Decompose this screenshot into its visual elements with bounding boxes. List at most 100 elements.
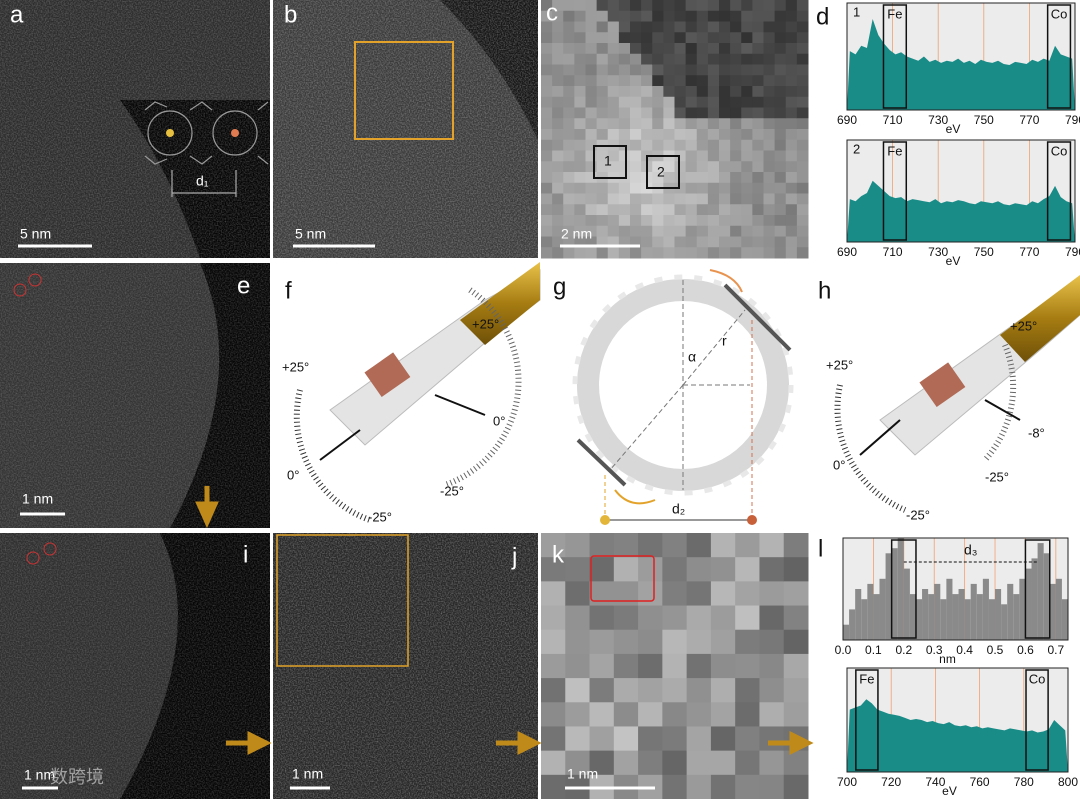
pixel bbox=[585, 21, 598, 33]
pixel bbox=[763, 21, 776, 33]
pixel bbox=[685, 161, 698, 173]
pixel bbox=[641, 0, 653, 12]
pixel bbox=[719, 139, 731, 151]
pixel bbox=[618, 10, 631, 22]
pixel bbox=[796, 10, 809, 22]
pixel bbox=[719, 193, 731, 205]
pixel bbox=[613, 605, 639, 631]
pixel bbox=[752, 204, 764, 216]
pixel bbox=[752, 96, 764, 108]
pixel bbox=[663, 161, 675, 173]
pixel bbox=[730, 86, 742, 98]
pixel bbox=[596, 96, 609, 108]
pixel bbox=[752, 161, 764, 173]
pixel bbox=[719, 236, 731, 248]
pixel bbox=[663, 64, 675, 76]
pixel bbox=[541, 139, 553, 151]
charts: 690 710 730 750 770 790 Fe Co eV 1 690 710 730 750 770… bbox=[835, 2, 1080, 798]
pixel bbox=[589, 557, 615, 582]
atom-mark bbox=[28, 273, 42, 287]
pixel bbox=[652, 161, 664, 173]
x-tick-label: 710 bbox=[883, 245, 903, 259]
pixel bbox=[662, 629, 688, 655]
pixel bbox=[607, 43, 620, 55]
pixel bbox=[552, 139, 564, 151]
bar bbox=[952, 594, 959, 640]
pixel bbox=[696, 204, 709, 216]
pixel bbox=[607, 247, 620, 259]
pixel bbox=[585, 0, 598, 12]
box-2 bbox=[646, 155, 680, 189]
pixel bbox=[752, 75, 764, 87]
bar bbox=[1043, 553, 1050, 640]
pixel bbox=[741, 139, 753, 151]
pixel bbox=[541, 726, 566, 752]
pixel bbox=[796, 161, 809, 173]
pixel bbox=[685, 182, 698, 194]
pixel bbox=[774, 0, 787, 12]
pixel bbox=[589, 581, 615, 607]
pixel bbox=[696, 215, 709, 227]
pixel bbox=[596, 129, 609, 141]
pixel bbox=[652, 139, 664, 151]
pixel bbox=[685, 107, 698, 119]
pixel bbox=[541, 678, 566, 703]
pixel bbox=[774, 150, 787, 162]
pixel bbox=[785, 86, 798, 98]
pixel bbox=[618, 193, 631, 205]
pixel bbox=[783, 653, 809, 679]
pixel bbox=[618, 53, 631, 65]
pixel bbox=[630, 64, 642, 76]
pixel bbox=[652, 32, 664, 44]
pixel bbox=[763, 107, 776, 119]
pixel bbox=[618, 225, 631, 237]
pixel bbox=[674, 161, 687, 173]
pixel bbox=[662, 557, 688, 582]
pixel bbox=[652, 43, 664, 55]
pixel bbox=[752, 43, 764, 55]
pixel bbox=[707, 96, 720, 108]
pixel bbox=[774, 64, 787, 76]
scale-bars bbox=[18, 244, 655, 790]
pixel bbox=[710, 605, 736, 631]
pixel bbox=[796, 193, 809, 205]
pixel bbox=[618, 215, 631, 227]
bar bbox=[964, 599, 971, 640]
pixel bbox=[763, 86, 776, 98]
pixel bbox=[652, 86, 664, 98]
pixel bbox=[707, 0, 720, 12]
pixel bbox=[541, 557, 566, 582]
pixel bbox=[574, 193, 586, 205]
pixel bbox=[618, 21, 631, 33]
pixel bbox=[552, 75, 564, 87]
pixel bbox=[730, 193, 742, 205]
pixel bbox=[541, 750, 566, 776]
pixel bbox=[618, 43, 631, 55]
pixel bbox=[541, 605, 566, 631]
pixel-image-c bbox=[541, 0, 809, 259]
pixel bbox=[735, 774, 760, 799]
pixel bbox=[552, 64, 564, 76]
pixel bbox=[630, 10, 642, 22]
pixel bbox=[552, 32, 564, 44]
pixel bbox=[630, 0, 642, 12]
pixel bbox=[759, 774, 785, 799]
pixel bbox=[707, 10, 720, 22]
pixel bbox=[774, 129, 787, 141]
pixel bbox=[719, 150, 731, 162]
pixel bbox=[618, 86, 631, 98]
pixel bbox=[696, 193, 709, 205]
x-tick-label: 0.1 bbox=[865, 643, 882, 657]
x-tick-label: 0.7 bbox=[1047, 643, 1064, 657]
x-tick-label: 0.6 bbox=[1017, 643, 1034, 657]
pixel bbox=[730, 0, 742, 12]
energy-window bbox=[1046, 141, 1072, 241]
pixel bbox=[618, 182, 631, 194]
pixel bbox=[674, 43, 687, 55]
pixel bbox=[574, 43, 586, 55]
pixel bbox=[652, 10, 664, 22]
pixel bbox=[541, 225, 553, 237]
x-tick-label: 0.5 bbox=[987, 643, 1004, 657]
pixel bbox=[641, 118, 653, 130]
pixel bbox=[710, 557, 736, 582]
